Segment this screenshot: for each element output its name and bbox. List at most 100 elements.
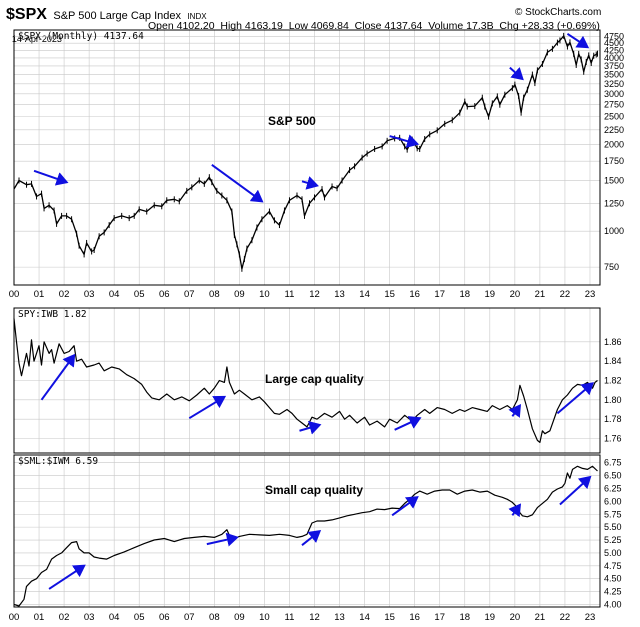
x-tick-label: 01 (34, 289, 45, 300)
x-tick-label: 20 (510, 289, 521, 300)
annotation-arrow (40, 353, 76, 401)
y-tick-label: 3250 (604, 79, 624, 89)
x-tick-label: 03 (84, 289, 95, 300)
x-tick-label: 02 (59, 289, 70, 300)
x-tick-label: 14 (359, 612, 370, 623)
y-tick-label: 2750 (604, 100, 624, 110)
x-tick-label: 15 (384, 289, 395, 300)
annotation-arrow (508, 503, 522, 518)
chart-header: $SPX S&P 500 Large Cap Index INDX (6, 6, 207, 24)
x-tick-label: 08 (209, 289, 220, 300)
y-tick-label: 2250 (604, 125, 624, 135)
y-tick-label: 4.00 (604, 599, 622, 609)
ratio-series-line (13, 465, 598, 607)
y-tick-label: 1.78 (604, 414, 622, 424)
x-tick-label: 09 (234, 612, 245, 623)
annotation-arrow (556, 382, 595, 415)
y-tick-label: 6.75 (604, 458, 622, 468)
x-tick-label: 11 (285, 289, 295, 300)
y-tick-label: 3500 (604, 70, 624, 80)
chart-annotation: Small cap quality (265, 483, 363, 497)
y-tick-label: 4750 (604, 31, 624, 41)
annotation-arrow (389, 134, 420, 148)
x-tick-label: 16 (409, 612, 420, 623)
y-tick-label: 6.50 (604, 471, 622, 481)
y-tick-label: 1.82 (604, 376, 622, 386)
x-tick-label: 13 (334, 612, 345, 623)
y-tick-label: 6.00 (604, 496, 622, 506)
chart-annotation: S&P 500 (268, 114, 316, 128)
panel-frame (13, 29, 601, 286)
x-tick-label: 17 (434, 289, 445, 300)
y-tick-label: 5.75 (604, 509, 622, 519)
annotation-arrow (48, 564, 86, 590)
y-tick-label: 6.25 (604, 483, 622, 493)
x-tick-label: 07 (184, 612, 195, 623)
x-tick-label: 18 (459, 612, 470, 623)
y-tick-label: 1500 (604, 175, 624, 185)
y-tick-label: 5.50 (604, 522, 622, 532)
x-tick-label: 10 (259, 612, 270, 623)
x-tick-label: 22 (560, 612, 571, 623)
annotation-arrow (394, 416, 422, 431)
annotation-arrow (301, 176, 319, 190)
x-tick-label: 18 (459, 289, 470, 300)
panel-label: $SML:$IWM 6.59 (18, 456, 98, 467)
x-tick-label: 22 (560, 289, 571, 300)
x-tick-label: 23 (585, 612, 596, 623)
y-tick-label: 4250 (604, 45, 624, 55)
x-tick-label: 19 (485, 612, 496, 623)
annotation-arrow (508, 403, 522, 418)
x-tick-label: 02 (59, 612, 70, 623)
annotation-arrow (559, 475, 592, 506)
x-tick-label: 06 (159, 612, 170, 623)
chart-annotation: Large cap quality (265, 372, 364, 386)
y-tick-label: 4.25 (604, 587, 622, 597)
index-name: S&P 500 Large Cap Index (53, 10, 181, 22)
x-tick-label: 04 (109, 612, 120, 623)
y-tick-label: 2000 (604, 140, 624, 150)
panel-label: SPY:IWB 1.82 (18, 309, 87, 320)
annotation-arrow (188, 395, 227, 420)
watermark: © StockCharts.com (515, 7, 602, 18)
annotation-arrow (566, 32, 590, 49)
x-tick-label: 07 (184, 289, 195, 300)
panel-frame (13, 454, 601, 608)
y-tick-label: 2500 (604, 112, 624, 122)
x-tick-labels: 00 00 01 01 02 02 03 03 04 04 05 05 06 06 07 07 08 08 09 09… (9, 289, 596, 623)
quote-date: 14-Apr-2023 (11, 34, 62, 44)
x-tick-label: 03 (84, 612, 95, 623)
annotation-arrow (206, 532, 239, 547)
annotation-arrows (33, 32, 595, 590)
exchange: INDX (187, 12, 207, 21)
annotation-arrow (299, 421, 322, 435)
x-tick-label: 05 (134, 289, 145, 300)
x-tick-label: 00 (9, 289, 20, 300)
x-tick-label: 01 (34, 612, 45, 623)
y-tick-label: 750 (604, 262, 619, 272)
price-series-line (13, 35, 598, 270)
x-tick-label: 12 (309, 612, 320, 623)
panel-frame (13, 307, 601, 454)
x-tick-label: 21 (535, 612, 546, 623)
y-tick-label: 4.50 (604, 574, 622, 584)
x-tick-label: 23 (585, 289, 596, 300)
annotation-arrow (33, 169, 69, 186)
y-tick-labels: 7501000125015001750200022502500275030003… (604, 31, 624, 609)
x-tick-label: 15 (384, 612, 395, 623)
x-tick-label: 06 (159, 289, 170, 300)
x-tick-label: 00 (9, 612, 20, 623)
y-tick-label: 4500 (604, 38, 624, 48)
y-tick-label: 5.25 (604, 535, 622, 545)
x-tick-label: 17 (434, 612, 445, 623)
y-tick-label: 3000 (604, 89, 624, 99)
y-tick-label: 3750 (604, 61, 624, 71)
y-tick-label: 1.76 (604, 434, 622, 444)
x-tick-label: 19 (485, 289, 496, 300)
x-tick-label: 20 (510, 612, 521, 623)
y-tick-label: 4.75 (604, 561, 622, 571)
y-tick-label: 1.80 (604, 395, 622, 405)
ratio-series-line (13, 318, 598, 443)
x-tick-label: 12 (309, 289, 320, 300)
